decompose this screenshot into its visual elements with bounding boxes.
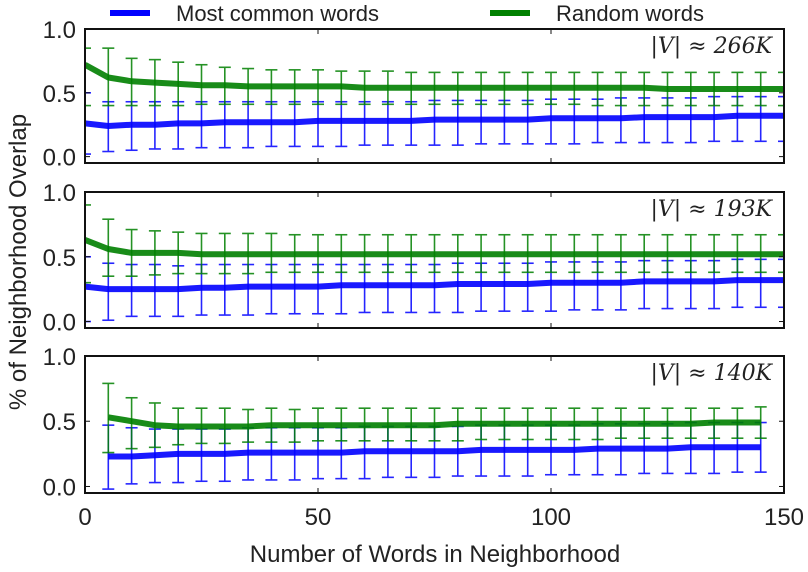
axes-frame: [84, 191, 785, 329]
axes-frame: [84, 355, 785, 494]
y-tick-label: 0.5: [43, 81, 76, 108]
legend-item-most-common: Most common words: [110, 1, 379, 26]
line-random: [85, 62, 784, 92]
line-most-common: [85, 277, 784, 293]
vocab-size-annotation: |V| ≈ 266K: [650, 34, 773, 59]
line-random: [107, 414, 761, 430]
y-tick-label: 0.0: [43, 145, 76, 172]
legend-label-most-common: Most common words: [176, 1, 379, 26]
y-tick-label: 0.5: [43, 245, 76, 272]
x-tick-label: 150: [764, 504, 804, 531]
panel-193k: 0.0 0.5 1.0 |V| ≈ 193K: [43, 180, 785, 337]
plot-area: [85, 204, 784, 323]
y-axis-label: % of Neighborhood Overlap: [5, 114, 32, 410]
panel-266k: 0.0 0.5 1.0 |V| ≈ 266K: [43, 17, 785, 172]
vocab-size-annotation: |V| ≈ 193K: [650, 197, 773, 222]
y-tick-label: 1.0: [43, 180, 76, 207]
plot-area: [85, 47, 784, 155]
line-most-common: [85, 112, 784, 129]
vocab-size-annotation: |V| ≈ 140K: [650, 361, 773, 386]
y-tick-label: 1.0: [43, 17, 76, 44]
axes-frame: [84, 28, 785, 164]
y-tick-label: 1.0: [43, 344, 76, 371]
legend-label-random: Random words: [556, 1, 704, 26]
line-random: [85, 237, 784, 258]
y-tick-label: 0.5: [43, 409, 76, 436]
panel-140k: 0.0 0.5 1.0 |V| ≈ 140K 0 50 100 150: [43, 344, 804, 531]
errorbars-random: [102, 382, 767, 454]
y-tick-label: 0.0: [43, 474, 76, 501]
line-most-common: [108, 444, 761, 460]
legend-item-random: Random words: [490, 1, 704, 26]
plot-area: [102, 382, 767, 490]
legend: Most common words Random words: [110, 1, 704, 26]
x-tick-label: 100: [531, 504, 571, 531]
x-tick-label: 50: [305, 504, 332, 531]
y-tick-label: 0.0: [43, 310, 76, 337]
x-tick-label: 0: [78, 504, 91, 531]
x-axis-label: Number of Words in Neighborhood: [250, 541, 620, 568]
